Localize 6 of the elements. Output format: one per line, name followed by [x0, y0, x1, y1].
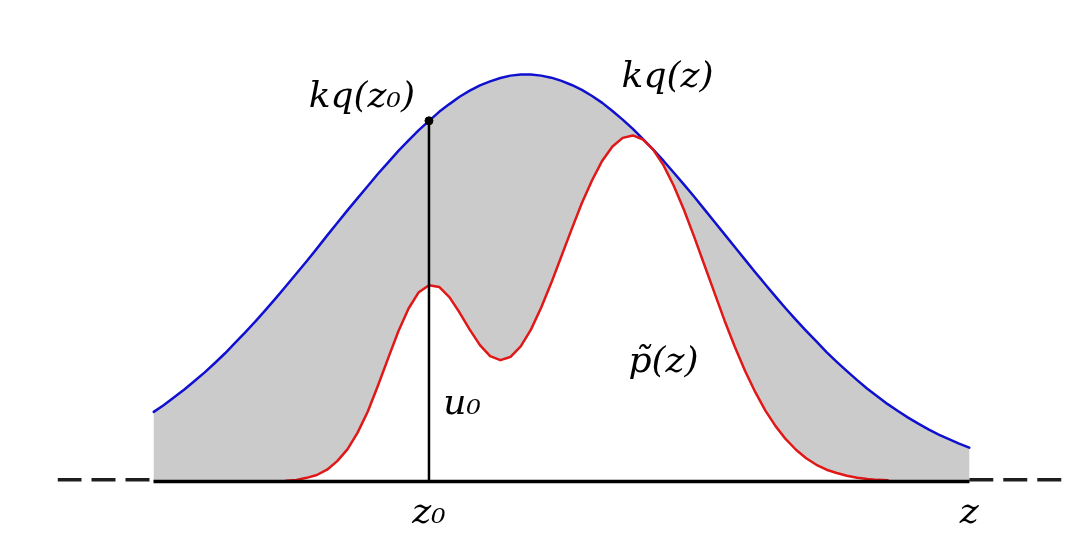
- series-label: kq(z₀): [308, 74, 415, 116]
- x-tick-label: z₀: [411, 489, 446, 531]
- annotation: u₀: [443, 380, 481, 422]
- x-tick-label: z: [958, 489, 980, 531]
- series-label: p̃(z): [628, 339, 699, 381]
- series-label: kq(z): [621, 53, 714, 95]
